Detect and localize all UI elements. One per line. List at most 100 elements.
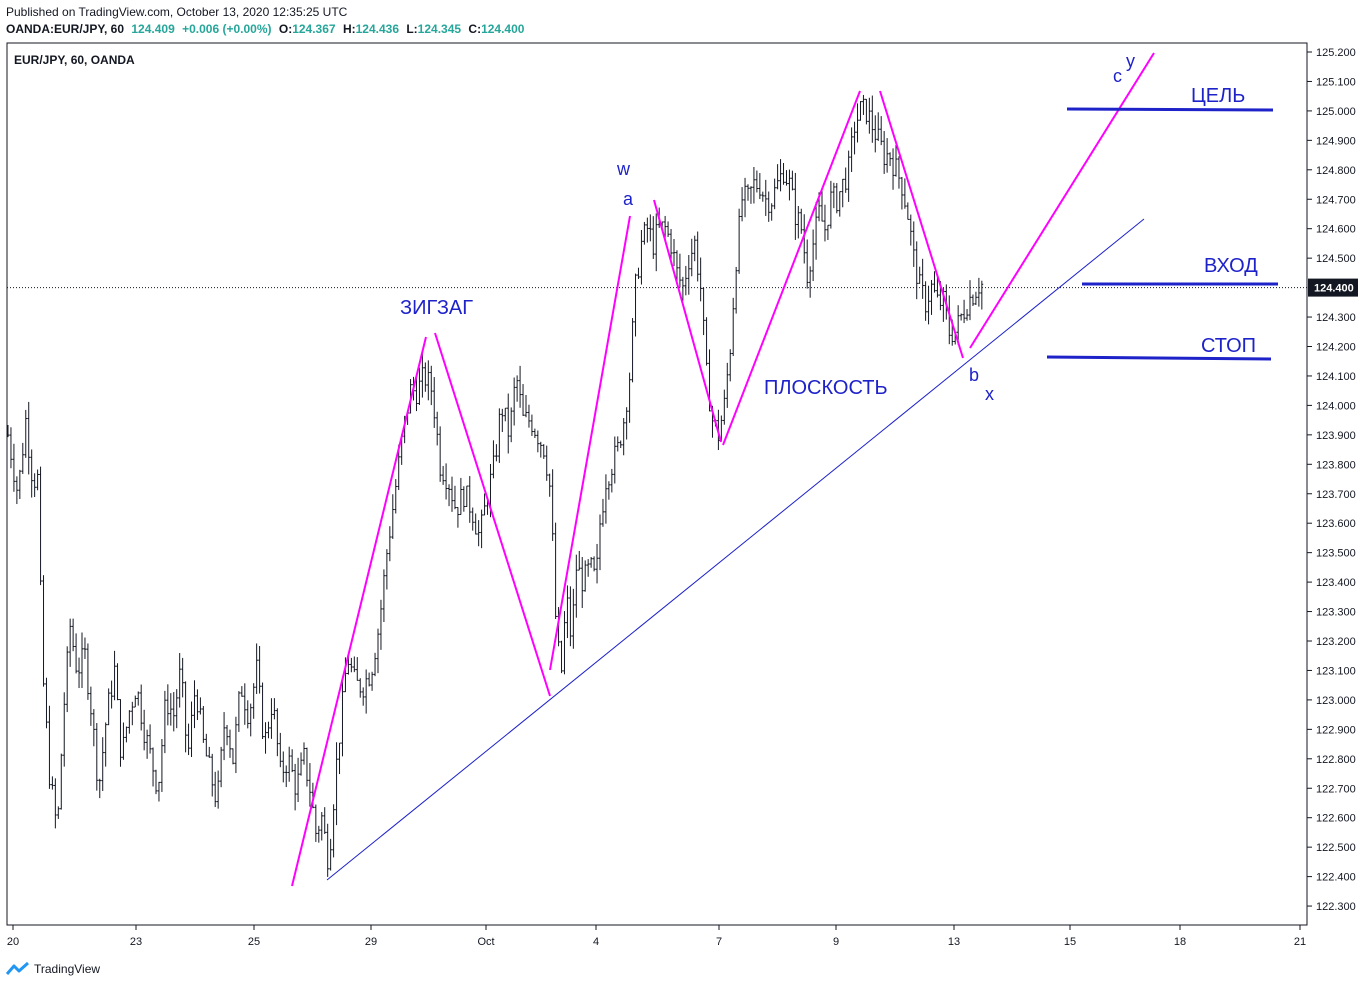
ohlc-bar [823, 204, 827, 242]
ohlc-bar [648, 214, 652, 242]
wave-x-label: x [985, 384, 994, 404]
ohlc-bar [521, 384, 525, 416]
ohlc-bar [447, 484, 451, 507]
ohlc-bar [968, 280, 972, 321]
ohlc-bar [589, 557, 593, 568]
ohlc-bar [560, 640, 563, 674]
ohlc-bar [267, 721, 270, 739]
ohlc-bar [524, 394, 528, 418]
wave-flat-a[interactable] [653, 199, 722, 443]
ohlc-bar [622, 418, 626, 456]
ohlc-bar [554, 522, 557, 620]
ohlc-bar [379, 599, 383, 650]
wave-flat-b[interactable] [722, 90, 861, 446]
ohlc-bar [273, 698, 276, 720]
ohlc-bar [326, 823, 330, 877]
ohlc-bar [666, 221, 670, 237]
wave-zigzag-a[interactable] [291, 336, 427, 887]
zigzag-label: ЗИГЗАГ [400, 297, 473, 319]
ohlc-bar [172, 692, 176, 732]
ohlc-bar [45, 677, 48, 729]
target-level-line[interactable] [1066, 107, 1274, 112]
ohlc-bar [391, 494, 395, 539]
ohlc-bar [456, 507, 460, 528]
plot-area[interactable] [6, 42, 1308, 926]
open-value: 124.367 [292, 22, 336, 36]
ohlc-bar [770, 203, 774, 221]
ohlc-bar [9, 427, 13, 469]
ohlc-bar [865, 98, 868, 125]
ohlc-bar [592, 556, 596, 572]
footer-brand[interactable]: TradingView [6, 962, 100, 976]
ohlc-bar [323, 807, 327, 835]
ohlc-bar [441, 465, 445, 485]
ohlc-bar [684, 265, 688, 296]
close-value: 124.400 [481, 22, 525, 36]
ohlc-bar [308, 763, 312, 807]
ohlc-bar [136, 691, 140, 706]
ohlc-bar [364, 669, 368, 714]
wave-zigzag-c[interactable] [549, 215, 631, 671]
price-tick-label: 122.600 [1316, 813, 1356, 825]
price-tick-label: 124.100 [1316, 371, 1356, 383]
ohlc-bar [645, 217, 649, 243]
ohlc-bar [6, 424, 10, 438]
ohlc-bar [219, 746, 223, 788]
ohlc-bar [290, 749, 294, 773]
ohlc-bar [471, 507, 475, 531]
ohlc-bar [246, 700, 250, 729]
ohlc-bar [352, 656, 356, 673]
ohlc-bar [545, 445, 549, 481]
price-axis[interactable]: 125.200 125.100 125.000 124.900 124.800 124.7… [1307, 47, 1356, 913]
ohlc-bar [832, 182, 836, 209]
trendline[interactable] [326, 218, 1145, 881]
ohlc-bar [429, 365, 433, 406]
ohlc-bar [130, 701, 134, 726]
ohlc-bar [234, 716, 238, 774]
ohlc-bar [462, 486, 466, 512]
wave-flat-c[interactable] [879, 90, 964, 359]
symbol-label[interactable]: OANDA:EUR/JPY, 60 [6, 22, 125, 36]
stop-level-line[interactable] [1046, 355, 1272, 361]
price-tick-label: 123.500 [1316, 548, 1356, 560]
ohlc-bar [906, 202, 910, 220]
ohlc-bar [595, 543, 599, 584]
ohlc-bar [388, 526, 392, 562]
ohlc-bar [959, 313, 963, 321]
ohlc-bar [530, 414, 534, 436]
ohlc-bar [305, 747, 309, 787]
ohlc-bar [302, 742, 306, 765]
ohlc-bar [107, 688, 111, 726]
ohlc-bar [856, 103, 859, 143]
ohlc-bar [604, 474, 608, 524]
low-label: L: [406, 22, 418, 36]
time-axis[interactable]: 20 23 25 29 Oct 4 7 9 13 15 18 21 [7, 925, 1306, 948]
price-tick-label: 124.500 [1316, 253, 1356, 265]
target-label: ЦЕЛЬ [1191, 85, 1245, 107]
ohlc-bar [394, 479, 398, 514]
ohlc-bar [873, 115, 877, 153]
ohlc-bar [89, 686, 93, 726]
ohlc-bar [450, 476, 454, 512]
ohlc-bar [255, 643, 259, 694]
ohlc-bar [971, 294, 975, 306]
ohlc-bar [237, 691, 241, 732]
price-tick-label: 123.600 [1316, 518, 1356, 530]
ohlc-bar [802, 214, 806, 264]
ohlc-bar [27, 401, 31, 475]
ohlc-bar [175, 689, 179, 729]
ohlc-bar [157, 781, 161, 802]
ohlc-bar [225, 724, 229, 746]
ohlc-bar [601, 498, 605, 527]
ohlc-bar [808, 266, 812, 298]
ohlc-bar [184, 681, 187, 753]
wave-projection[interactable] [969, 52, 1155, 349]
wave-zigzag-b[interactable] [434, 332, 551, 697]
ohlc-bar [740, 187, 744, 222]
ohlc-bar [438, 426, 442, 482]
ohlc-bar [737, 208, 741, 274]
price-tick-label: 123.300 [1316, 607, 1356, 619]
ohlc-bar [95, 723, 99, 791]
ohlc-bar [613, 436, 617, 484]
